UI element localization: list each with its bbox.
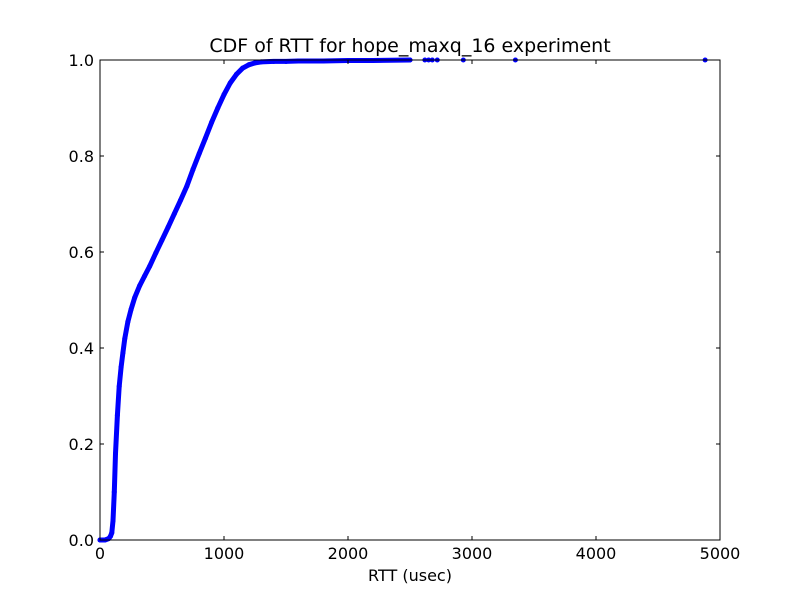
cdf-data-point	[153, 250, 159, 256]
cdf-data-point	[122, 335, 128, 341]
cdf-data-point	[295, 58, 301, 64]
ticks-layer: 0 1000 2000 3000 4000 5000 0.0 0.2 0.4 0.6 0.8 1.0	[69, 51, 741, 563]
cdf-data-point	[196, 151, 202, 157]
cdf-data-point	[113, 451, 118, 457]
cdf-data-point	[142, 273, 148, 279]
cdf-data-point	[240, 65, 246, 71]
cdf-data-point	[258, 59, 264, 65]
x-tick-label: 3000	[452, 544, 493, 563]
chart-title: CDF of RTT for hope_maxq_16 experiment	[209, 35, 610, 57]
series-layer	[97, 57, 708, 543]
cdf-data-point	[252, 60, 258, 66]
cdf-data-point	[246, 62, 252, 68]
cdf-data-point	[233, 71, 239, 77]
x-tick-label: 0	[95, 544, 105, 563]
y-tick-label: 0.6	[69, 243, 94, 262]
y-tick-label: 0.2	[69, 435, 94, 454]
cdf-data-point	[110, 518, 116, 524]
x-tick-label: 5000	[700, 544, 741, 563]
cdf-data-point	[165, 224, 171, 230]
cdf-data-point	[227, 80, 233, 86]
cdf-data-point	[178, 197, 184, 203]
plot-area	[97, 57, 708, 543]
cdf-data-point	[171, 211, 177, 217]
x-tick-label: 1000	[204, 544, 245, 563]
y-tick-label: 0.8	[69, 147, 94, 166]
cdf-data-point	[109, 530, 115, 536]
cdf-data-point	[147, 263, 153, 269]
cdf-data-point	[159, 237, 165, 243]
cdf-data-point	[132, 295, 138, 301]
cdf-data-point	[120, 350, 126, 356]
axes-frame	[99, 59, 721, 541]
x-tick-label: 2000	[328, 544, 369, 563]
cdf-data-point	[190, 166, 196, 172]
cdf-data-point	[111, 489, 117, 495]
cdf-data-point	[125, 319, 131, 325]
cdf-data-point	[137, 283, 143, 289]
x-axis-label: RTT (usec)	[368, 566, 452, 585]
cdf-data-point	[114, 412, 120, 418]
cdf-data-point	[215, 105, 221, 111]
cdf-data-point	[118, 364, 124, 370]
y-tick-label: 0.0	[69, 531, 94, 550]
cdf-data-point	[128, 307, 134, 313]
cdf-series-line	[97, 57, 413, 543]
y-tick-label: 1.0	[69, 51, 94, 70]
y-tick-label: 0.4	[69, 339, 94, 358]
cdf-data-point	[116, 383, 122, 389]
cdf-data-point	[221, 92, 227, 98]
cdf-data-point	[209, 119, 215, 125]
x-tick-label: 4000	[576, 544, 617, 563]
cdf-data-point	[320, 58, 326, 64]
cdf-data-point	[202, 135, 208, 141]
cdf-data-point	[184, 183, 190, 189]
